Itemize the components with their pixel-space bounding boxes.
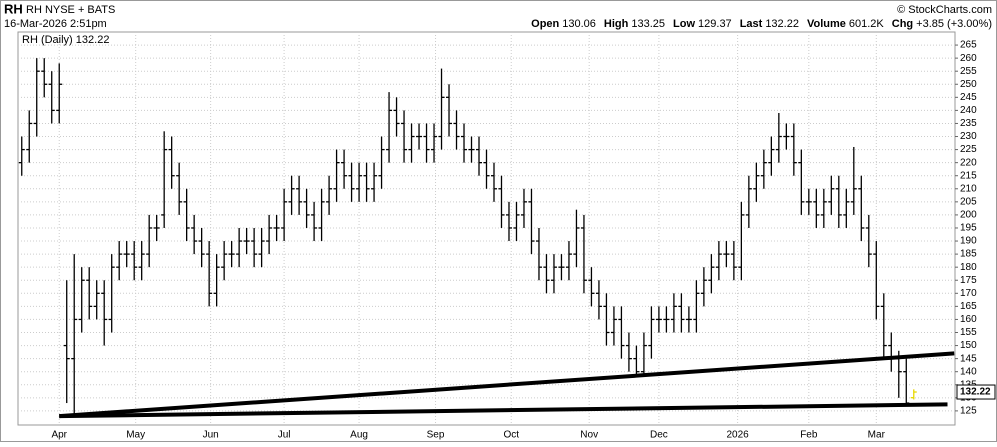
x-tick-label: Jul	[278, 430, 291, 441]
y-tick-label: 150	[960, 340, 977, 351]
quote-value: +3.85 (+3.00%)	[916, 18, 992, 30]
y-tick-label: 245	[960, 92, 977, 103]
y-tick-label: 230	[960, 131, 977, 142]
quote-value: 601.2K	[849, 18, 885, 30]
quote-value: 129.37	[698, 18, 732, 30]
quote-value: 132.22	[765, 18, 799, 30]
y-tick-label: 180	[960, 262, 977, 273]
y-tick-label: 255	[960, 66, 977, 77]
y-tick-label: 140	[960, 366, 977, 377]
y-tick-label: 235	[960, 118, 977, 129]
y-tick-label: 210	[960, 183, 977, 194]
quote-label: High	[604, 18, 629, 30]
x-tick-label: Sep	[427, 430, 445, 441]
y-tick-label: 240	[960, 105, 977, 116]
last-price: 132.22	[960, 387, 991, 398]
y-tick-label: 185	[960, 249, 977, 260]
trendline	[59, 351, 955, 419]
x-tick-label: Dec	[650, 430, 668, 441]
quote-label: Volume	[807, 18, 846, 30]
trendline	[59, 402, 948, 419]
y-tick-label: 170	[960, 288, 977, 299]
y-tick-label: 145	[960, 353, 977, 364]
quote-label: Open	[531, 18, 559, 30]
x-tick-label: Aug	[350, 430, 368, 441]
x-tick-label: Oct	[503, 430, 519, 441]
y-tick-label: 225	[960, 144, 977, 155]
y-tick-label: 155	[960, 327, 977, 338]
quote-label: Low	[673, 18, 695, 30]
legend-name: RH (Daily)	[22, 34, 73, 46]
copyright: © StockCharts.com	[897, 4, 992, 16]
x-tick-label: May	[126, 430, 145, 441]
quote-value: 130.06	[562, 18, 596, 30]
y-tick-label: 125	[960, 406, 977, 417]
last-price-box	[956, 384, 996, 400]
y-tick-label: 190	[960, 236, 977, 247]
legend-last: 132.22	[76, 34, 110, 46]
y-tick-label: 195	[960, 223, 977, 234]
y-tick-label: 175	[960, 275, 977, 286]
y-tick-label: 265	[960, 40, 977, 51]
x-tick-label: Apr	[51, 430, 67, 441]
x-tick-label: Jun	[203, 430, 219, 441]
legend: RH (Daily) 132.22	[22, 34, 109, 46]
y-tick-label: 160	[960, 314, 977, 325]
x-tick-label: 2026	[726, 430, 749, 441]
y-tick-label: 250	[960, 79, 977, 90]
y-tick-label: 165	[960, 301, 977, 312]
quote-value: 133.25	[631, 18, 665, 30]
y-tick-label: 220	[960, 157, 977, 168]
y-tick-label: 205	[960, 196, 977, 207]
x-tick-label: Nov	[580, 430, 598, 441]
exchange: RH NYSE + BATS	[26, 4, 115, 16]
quote-label: Chg	[892, 18, 913, 30]
y-tick-label: 215	[960, 170, 977, 181]
x-tick-label: Feb	[800, 430, 818, 441]
y-tick-label: 260	[960, 53, 977, 64]
quote: Open 130.06 High 133.25 Low 129.37 Last 132.22 V…	[531, 18, 992, 30]
x-tick-label: Mar	[868, 430, 886, 441]
y-tick-label: 200	[960, 210, 977, 221]
quote-label: Last	[740, 18, 763, 30]
date: 16-Mar-2026 2:51pm	[4, 18, 107, 30]
symbol: RH	[4, 1, 23, 16]
